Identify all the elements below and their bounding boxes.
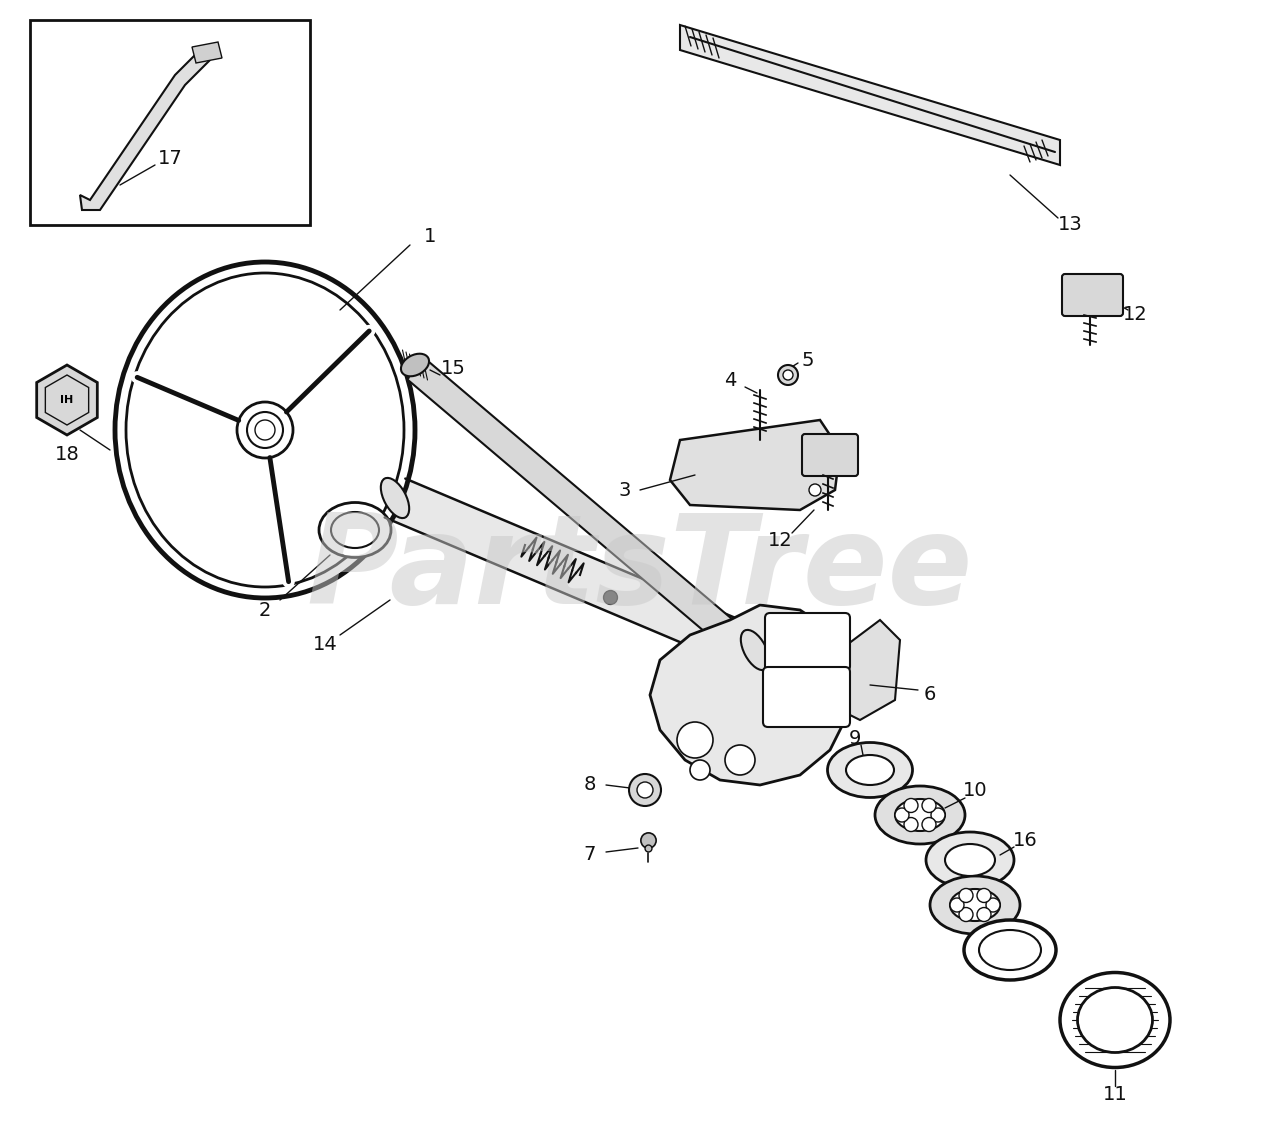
FancyBboxPatch shape (765, 614, 850, 671)
Polygon shape (840, 620, 900, 720)
Ellipse shape (945, 844, 995, 876)
Circle shape (904, 798, 918, 813)
Ellipse shape (125, 273, 404, 588)
Circle shape (986, 898, 1000, 912)
Polygon shape (669, 420, 840, 511)
Text: 7: 7 (584, 846, 596, 865)
Text: 1: 1 (424, 228, 436, 247)
Text: IH: IH (60, 395, 74, 405)
Polygon shape (37, 365, 97, 435)
Circle shape (977, 889, 991, 902)
Text: 12: 12 (1123, 306, 1147, 325)
FancyBboxPatch shape (1062, 274, 1123, 316)
Circle shape (724, 745, 755, 775)
Polygon shape (650, 604, 850, 784)
Circle shape (809, 484, 820, 496)
Circle shape (637, 782, 653, 798)
Circle shape (255, 420, 275, 440)
Ellipse shape (925, 832, 1014, 887)
Text: 17: 17 (157, 148, 182, 168)
Ellipse shape (1078, 987, 1152, 1053)
Text: 14: 14 (312, 635, 338, 653)
Circle shape (237, 402, 293, 458)
Circle shape (904, 817, 918, 832)
Text: 5: 5 (801, 351, 814, 369)
Polygon shape (192, 42, 221, 63)
Text: 3: 3 (618, 480, 631, 499)
Ellipse shape (895, 799, 945, 831)
Circle shape (959, 889, 973, 902)
Circle shape (247, 412, 283, 448)
Text: 2: 2 (259, 600, 271, 619)
Text: 15: 15 (440, 359, 466, 377)
Polygon shape (408, 355, 751, 660)
Circle shape (783, 370, 794, 380)
Circle shape (778, 365, 797, 385)
Ellipse shape (332, 512, 379, 548)
Ellipse shape (964, 920, 1056, 980)
Text: PartsTree: PartsTree (307, 509, 973, 631)
Polygon shape (79, 45, 215, 211)
Circle shape (628, 774, 660, 806)
Polygon shape (385, 479, 765, 669)
Ellipse shape (827, 743, 913, 798)
Text: 16: 16 (1012, 831, 1037, 849)
Ellipse shape (1060, 972, 1170, 1067)
Text: 18: 18 (55, 446, 79, 464)
Circle shape (977, 908, 991, 921)
Ellipse shape (950, 889, 1000, 921)
Text: 11: 11 (1102, 1086, 1128, 1105)
Circle shape (959, 908, 973, 921)
Text: 13: 13 (1057, 215, 1083, 234)
Text: 4: 4 (723, 370, 736, 389)
Circle shape (931, 808, 945, 822)
Ellipse shape (381, 478, 410, 518)
Circle shape (895, 808, 909, 822)
Text: 9: 9 (849, 729, 861, 747)
Text: 12: 12 (768, 531, 792, 549)
Text: 8: 8 (584, 775, 596, 795)
Ellipse shape (115, 261, 415, 598)
Circle shape (922, 817, 936, 832)
FancyBboxPatch shape (803, 434, 858, 475)
Text: 6: 6 (924, 686, 936, 704)
Circle shape (690, 760, 710, 780)
FancyBboxPatch shape (29, 20, 310, 225)
Ellipse shape (741, 629, 769, 670)
Ellipse shape (401, 353, 429, 376)
Circle shape (677, 722, 713, 758)
Ellipse shape (846, 755, 893, 784)
Ellipse shape (979, 931, 1041, 970)
Polygon shape (680, 25, 1060, 165)
FancyBboxPatch shape (763, 667, 850, 727)
Ellipse shape (876, 786, 965, 844)
Text: 10: 10 (963, 780, 987, 799)
Ellipse shape (319, 503, 390, 557)
Ellipse shape (931, 876, 1020, 934)
Circle shape (950, 898, 964, 912)
Circle shape (922, 798, 936, 813)
Polygon shape (45, 375, 88, 424)
